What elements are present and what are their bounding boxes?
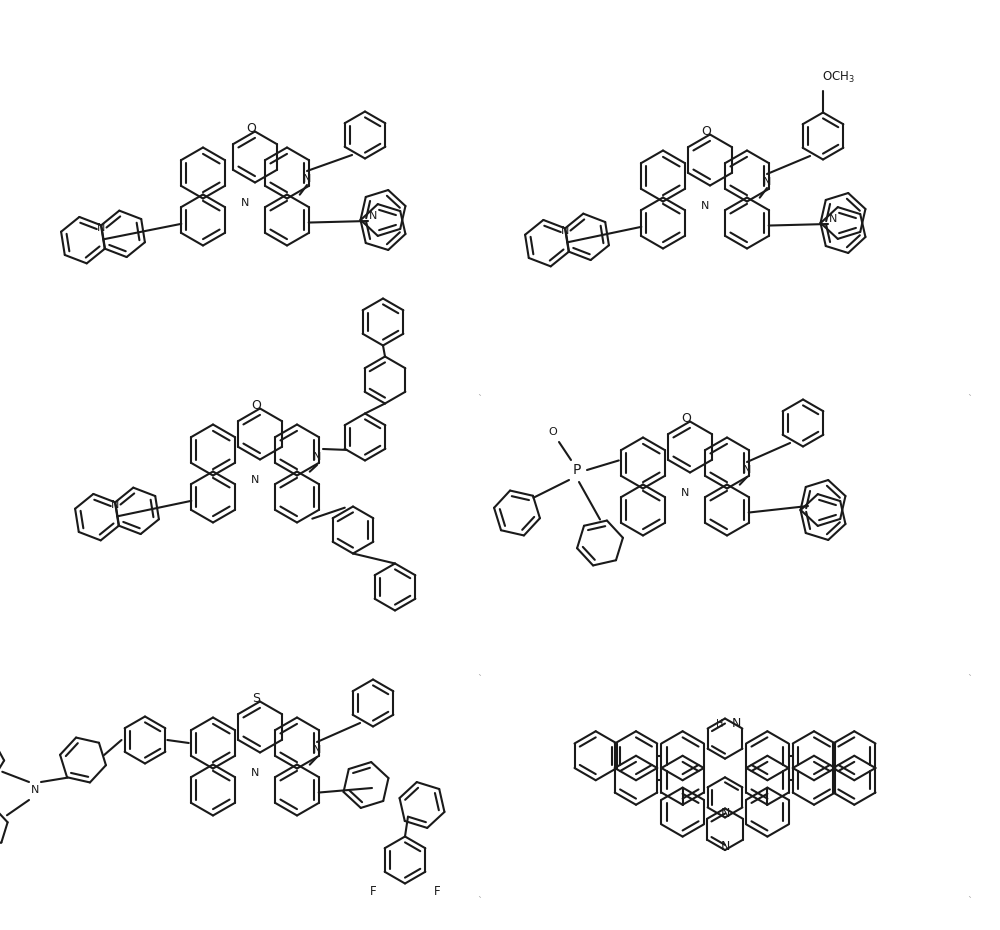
Text: N: N: [743, 465, 751, 475]
Text: N: N: [251, 475, 259, 485]
Text: N: N: [561, 226, 570, 235]
Text: N: N: [31, 785, 39, 795]
Text: N: N: [829, 214, 837, 224]
Text: `: `: [968, 675, 972, 685]
Text: `: `: [968, 395, 972, 405]
Text: H: H: [716, 719, 724, 729]
Text: O: O: [681, 412, 691, 425]
Text: N: N: [720, 840, 730, 853]
Text: O: O: [251, 400, 261, 412]
Text: N: N: [763, 177, 771, 187]
Text: N: N: [720, 807, 730, 820]
Text: N: N: [97, 222, 106, 232]
Text: N: N: [731, 717, 741, 730]
Text: N: N: [251, 768, 259, 778]
Text: `: `: [478, 395, 482, 405]
Text: O: O: [701, 126, 711, 139]
Text: `: `: [478, 675, 482, 685]
Text: F: F: [434, 885, 440, 898]
Text: `: `: [968, 897, 972, 907]
Text: N: N: [111, 499, 120, 510]
Text: `: `: [478, 897, 482, 907]
Text: O: O: [246, 123, 256, 136]
Text: OCH$_3$: OCH$_3$: [822, 70, 854, 85]
Text: N: N: [701, 201, 709, 211]
Text: N: N: [681, 488, 689, 498]
Text: N: N: [241, 198, 249, 208]
Text: N: N: [369, 211, 377, 221]
Text: P: P: [573, 463, 581, 477]
Text: F: F: [370, 885, 376, 898]
Text: O: O: [549, 427, 557, 437]
Text: N: N: [313, 452, 321, 462]
Text: S: S: [252, 693, 260, 706]
Text: N: N: [303, 174, 311, 184]
Text: N: N: [313, 745, 321, 755]
